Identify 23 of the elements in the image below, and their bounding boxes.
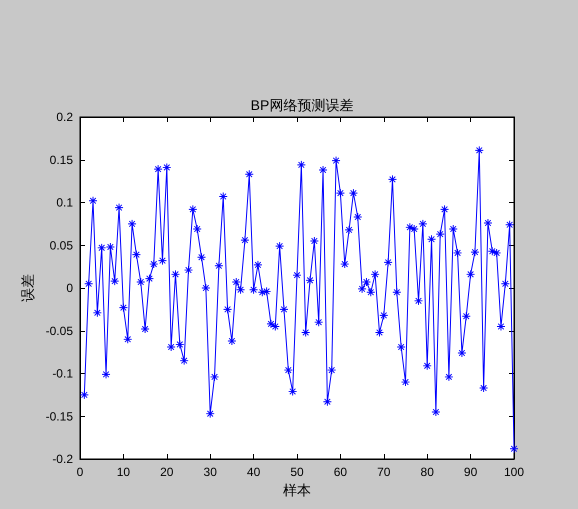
y-tick-label: 0 [66,281,74,295]
y-tick-label: -0.05 [46,324,74,338]
chart-title: BP网络预测误差 [250,97,354,113]
x-tick-label: 70 [377,465,391,479]
x-axis-title: 样本 [283,482,311,498]
y-tick-label: -0.15 [46,409,74,424]
x-tick-label: 10 [116,465,130,479]
x-tick-label: 100 [504,465,524,479]
y-tick-label: -0.1 [52,366,74,380]
x-tick-label: 90 [464,465,478,479]
y-tick-label: 0.05 [50,238,74,252]
y-tick-label: -0.2 [52,452,74,466]
y-tick-label: 0.1 [56,196,74,210]
x-tick-label: 80 [420,465,434,479]
x-tick-label: 40 [246,465,261,479]
x-tick-label: 20 [160,465,174,479]
x-tick-label: 0 [76,465,84,479]
x-tick-label: 60 [334,465,348,479]
x-tick-label: 30 [204,465,218,479]
y-axis-title: 误差 [20,274,36,302]
y-tick-label: 0.2 [56,110,74,124]
y-tick-label: 0.15 [50,152,74,167]
x-tick-label: 50 [290,465,304,479]
